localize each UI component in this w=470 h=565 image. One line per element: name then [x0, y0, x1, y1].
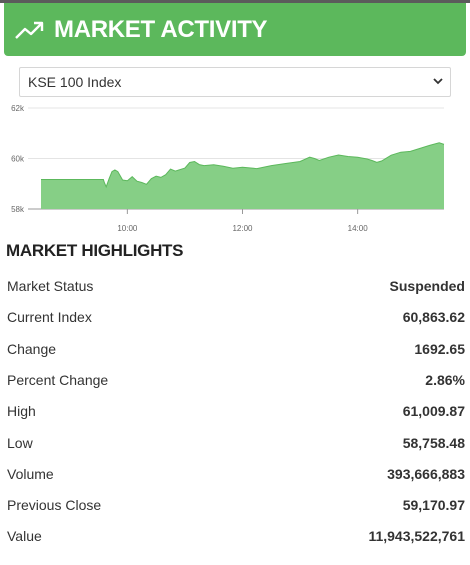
- x-tick-label: 12:00: [232, 224, 253, 233]
- row-label: Volume: [7, 465, 54, 482]
- table-row: Previous Close 59,170.97: [0, 489, 470, 520]
- row-label: Current Index: [7, 309, 92, 326]
- row-value: 58,758.48: [402, 434, 465, 451]
- row-label: Previous Close: [7, 497, 102, 514]
- row-value: 60,863.62: [402, 309, 465, 326]
- row-label: High: [7, 403, 36, 420]
- table-row: Market Status Suspended: [0, 270, 470, 301]
- row-label: Change: [7, 340, 57, 357]
- trending-up-icon: [15, 21, 44, 39]
- index-series-line: [41, 142, 445, 189]
- x-tick-label: 14:00: [348, 224, 369, 233]
- row-value: 393,666,883: [387, 465, 465, 482]
- index-select[interactable]: KSE 100 Index: [19, 67, 451, 97]
- chevron-down-icon: [433, 78, 443, 85]
- x-tick-label: 10:00: [117, 224, 138, 233]
- table-row: Volume 393,666,883: [0, 458, 470, 489]
- row-value: 2.86%: [425, 371, 465, 388]
- row-value: 61,009.87: [402, 403, 465, 420]
- table-row: Current Index 60,863.62: [0, 301, 470, 332]
- table-row: Percent Change 2.86%: [0, 364, 470, 395]
- row-value: 1692.65: [414, 340, 465, 357]
- row-label: Market Status: [7, 278, 94, 294]
- page-title: MARKET ACTIVITY: [54, 15, 268, 43]
- index-select-value: KSE 100 Index: [28, 74, 122, 90]
- index-area-chart: 58k 60k 62k 10:00 12:00 14:00: [11, 104, 445, 233]
- row-label: Value: [7, 528, 42, 545]
- y-tick-label: 58k: [11, 205, 25, 214]
- market-highlights-title: MARKET HIGHLIGHTS: [6, 241, 184, 260]
- row-value: Suspended: [389, 278, 465, 294]
- table-row: Change 1692.65: [0, 333, 470, 364]
- row-label: Low: [7, 434, 33, 451]
- table-row: Value 11,943,522,761: [0, 520, 470, 551]
- market-activity-header: MARKET ACTIVITY: [4, 3, 466, 56]
- table-row: High 61,009.87: [0, 395, 470, 426]
- top-border: [0, 0, 470, 3]
- table-row: Low 58,758.48: [0, 427, 470, 458]
- y-tick-label: 62k: [11, 104, 25, 113]
- index-area-series: [41, 142, 444, 209]
- y-tick-label: 60k: [11, 155, 25, 164]
- row-value: 11,943,522,761: [368, 528, 465, 545]
- row-label: Percent Change: [7, 371, 109, 388]
- row-value: 59,170.97: [402, 497, 465, 514]
